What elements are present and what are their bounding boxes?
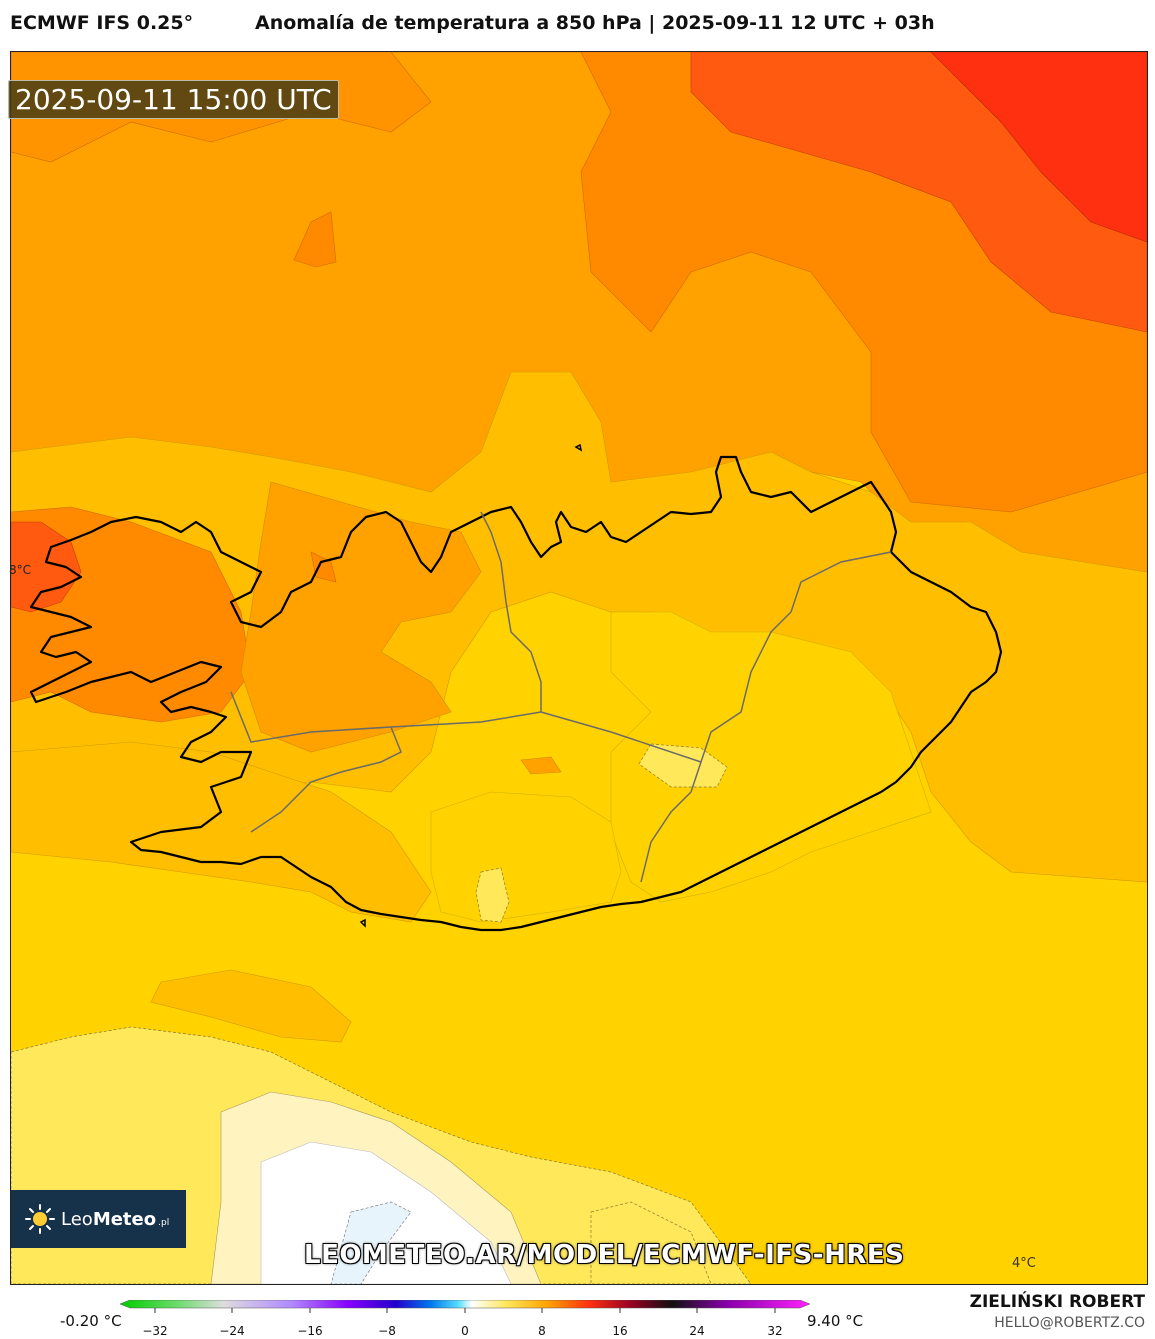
colorbar-tick-label: −24: [219, 1324, 245, 1338]
island-outlines: [359, 443, 583, 928]
anomaly-band-8-south: [430, 791, 622, 923]
anomaly-band-10-south: [150, 969, 352, 1043]
logo-text: LeoMeteo .pl: [61, 1208, 170, 1230]
map-panel[interactable]: [10, 51, 1148, 1285]
anomaly-band-10-sw: [11, 741, 432, 923]
sun-icon: [25, 1204, 55, 1234]
model-label: ECMWF IFS 0.25°: [10, 12, 194, 34]
anomaly-band-6-patch: [475, 867, 510, 923]
colorbar-tick-label: −32: [142, 1324, 168, 1338]
site-url[interactable]: LEOMETEO.AR/MODEL/ECMWF-IFS-HRES: [304, 1240, 905, 1270]
leometeo-logo[interactable]: LeoMeteo .pl: [11, 1190, 186, 1248]
colorbar-tick-label: 16: [612, 1324, 628, 1338]
contour-edge-label: 8°C: [9, 563, 32, 577]
anomaly-band-14-small: [310, 551, 337, 583]
anomaly-band-6-se: [590, 1201, 712, 1284]
anomaly-band-14-patch: [293, 211, 337, 268]
region-boundaries: [230, 511, 892, 883]
anomaly-band-0: [330, 1201, 412, 1284]
valid-time-label: 2025-09-11 15:00 UTC: [8, 80, 339, 119]
colorbar-max-value: 9.40 °C: [807, 1312, 864, 1330]
map-title: Anomalía de temperatura a 850 hPa | 2025…: [255, 12, 935, 34]
colorbar-tick-label: −16: [297, 1324, 323, 1338]
author-name: ZIELIŃSKI ROBERT: [969, 1292, 1145, 1312]
anomaly-band-12-west: [240, 481, 482, 753]
colorbar-tick-label: 24: [689, 1324, 705, 1338]
anomaly-band-16-westfjords: [11, 521, 82, 613]
anomaly-band-12-patch: [520, 756, 562, 775]
colorbar-ticks: [154, 1308, 776, 1313]
colorbar-tick-label: 8: [538, 1324, 546, 1338]
colorbar-tick-label: 0: [461, 1324, 469, 1338]
iceland-coastline: [29, 455, 1003, 932]
author-email[interactable]: HELLO@ROBERTZ.CO: [994, 1315, 1145, 1331]
colorbar-min-value: -0.20 °C: [60, 1312, 122, 1330]
colorbar: [120, 1300, 810, 1313]
anomaly-band-6-inland: [638, 743, 728, 788]
temperature-anomaly-map: [11, 52, 1147, 1284]
anomaly-band-18: [930, 52, 1147, 243]
contour-label: 4°C: [1012, 1256, 1036, 1271]
colorbar-tick-label: −8: [378, 1324, 396, 1338]
colorbar-tick-label: 32: [767, 1324, 783, 1338]
